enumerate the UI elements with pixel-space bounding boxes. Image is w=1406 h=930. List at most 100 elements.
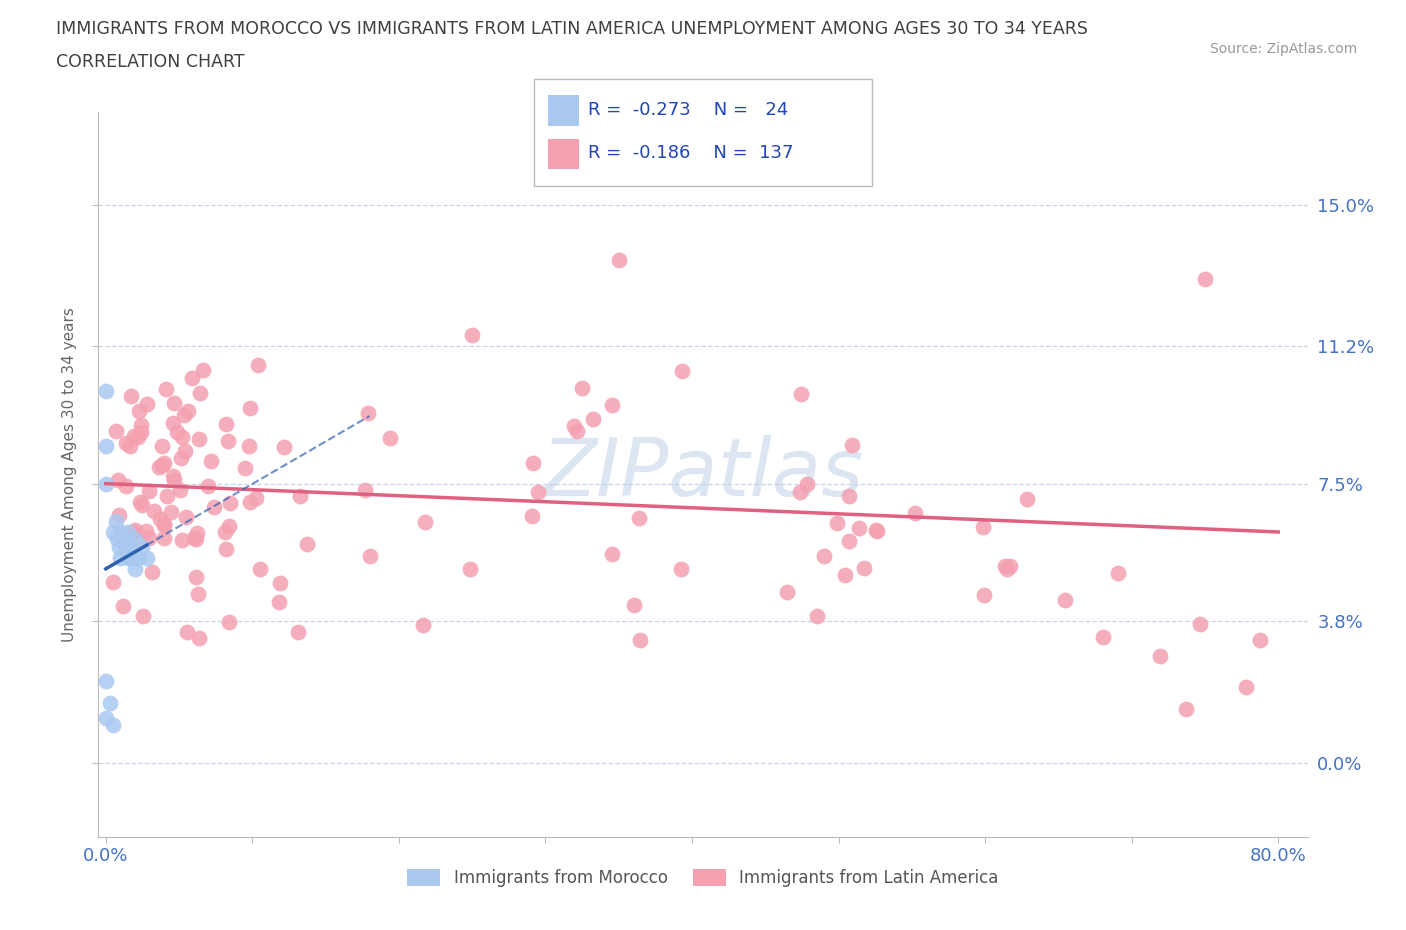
Point	[115, 478, 138, 493]
Point	[834, 568, 856, 583]
Point	[628, 633, 651, 648]
Text: Source: ZipAtlas.com: Source: ZipAtlas.com	[1209, 42, 1357, 56]
Point	[128, 404, 150, 418]
Point	[776, 585, 799, 600]
Point	[1194, 272, 1216, 286]
Point	[202, 500, 225, 515]
Point	[1234, 680, 1257, 695]
Point	[176, 625, 198, 640]
Text: CORRELATION CHART: CORRELATION CHART	[56, 53, 245, 71]
Point	[135, 524, 157, 538]
Point	[138, 484, 160, 498]
Point	[155, 381, 177, 396]
Point	[1017, 491, 1039, 506]
Point	[1249, 632, 1271, 647]
Point	[458, 562, 481, 577]
Point	[219, 496, 242, 511]
Point	[127, 430, 149, 445]
Point	[101, 574, 124, 589]
Point	[461, 327, 484, 342]
Text: ZIPatlas: ZIPatlas	[541, 435, 865, 513]
Point	[107, 507, 129, 522]
Point	[177, 404, 200, 418]
Point	[627, 511, 650, 525]
Point	[238, 439, 260, 454]
Point	[107, 532, 129, 547]
Point	[600, 398, 623, 413]
Point	[218, 615, 240, 630]
Point	[413, 514, 436, 529]
Point	[156, 488, 179, 503]
Point	[94, 673, 117, 688]
Point	[866, 525, 889, 539]
Point	[108, 539, 131, 554]
Point	[838, 534, 860, 549]
Point	[813, 549, 835, 564]
Point	[174, 509, 197, 524]
Point	[848, 521, 870, 536]
Point	[353, 483, 375, 498]
Point	[110, 525, 132, 539]
Point	[357, 405, 380, 420]
Point	[1174, 701, 1197, 716]
Legend: Immigrants from Morocco, Immigrants from Latin America: Immigrants from Morocco, Immigrants from…	[401, 862, 1005, 894]
Point	[273, 440, 295, 455]
Point	[170, 450, 193, 465]
Point	[98, 696, 121, 711]
Point	[186, 531, 208, 546]
Point	[120, 439, 142, 454]
Point	[160, 504, 183, 519]
Point	[267, 594, 290, 609]
Point	[186, 570, 208, 585]
Point	[269, 576, 291, 591]
Point	[104, 424, 127, 439]
Point	[565, 423, 588, 438]
Point	[245, 491, 267, 506]
Point	[120, 389, 142, 404]
Point	[174, 444, 197, 458]
Point	[522, 456, 544, 471]
Y-axis label: Unemployment Among Ages 30 to 34 years: Unemployment Among Ages 30 to 34 years	[62, 307, 77, 642]
Point	[972, 520, 994, 535]
Point	[582, 411, 605, 426]
Point	[562, 419, 585, 434]
Point	[169, 483, 191, 498]
Point	[115, 436, 138, 451]
Point	[187, 586, 209, 601]
Point	[378, 431, 401, 445]
Point	[112, 532, 135, 547]
Point	[122, 525, 145, 539]
Point	[239, 401, 262, 416]
Point	[904, 506, 927, 521]
Point	[163, 472, 186, 487]
Point	[623, 598, 645, 613]
Point	[150, 458, 173, 472]
Point	[288, 488, 311, 503]
Point	[110, 551, 132, 565]
Point	[162, 469, 184, 484]
Point	[841, 437, 863, 452]
Point	[114, 539, 136, 554]
Point	[148, 460, 170, 475]
Point	[526, 485, 548, 499]
Point	[124, 562, 146, 577]
Point	[117, 551, 139, 565]
Point	[141, 565, 163, 579]
Point	[129, 424, 152, 439]
Point	[162, 415, 184, 430]
Point	[287, 625, 309, 640]
Point	[188, 631, 211, 645]
Point	[94, 711, 117, 725]
Point	[172, 429, 194, 444]
Point	[217, 433, 239, 448]
Point	[214, 525, 236, 539]
Point	[994, 559, 1017, 574]
Point	[121, 551, 143, 565]
Point	[218, 519, 240, 534]
Point	[120, 539, 142, 554]
Point	[995, 562, 1018, 577]
Point	[233, 460, 256, 475]
Text: IMMIGRANTS FROM MOROCCO VS IMMIGRANTS FROM LATIN AMERICA UNEMPLOYMENT AMONG AGES: IMMIGRANTS FROM MOROCCO VS IMMIGRANTS FR…	[56, 20, 1088, 38]
Point	[132, 609, 155, 624]
Point	[520, 509, 543, 524]
